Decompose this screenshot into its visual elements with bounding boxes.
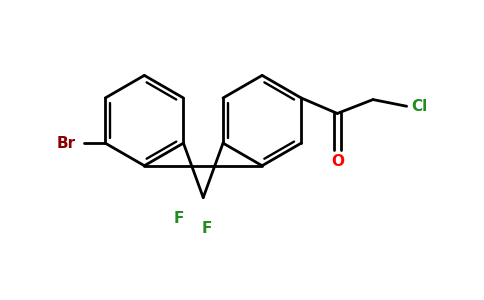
Text: F: F <box>173 211 184 226</box>
Text: O: O <box>331 154 344 169</box>
Text: Cl: Cl <box>411 99 427 114</box>
Text: Br: Br <box>57 136 76 151</box>
Text: F: F <box>202 220 212 236</box>
